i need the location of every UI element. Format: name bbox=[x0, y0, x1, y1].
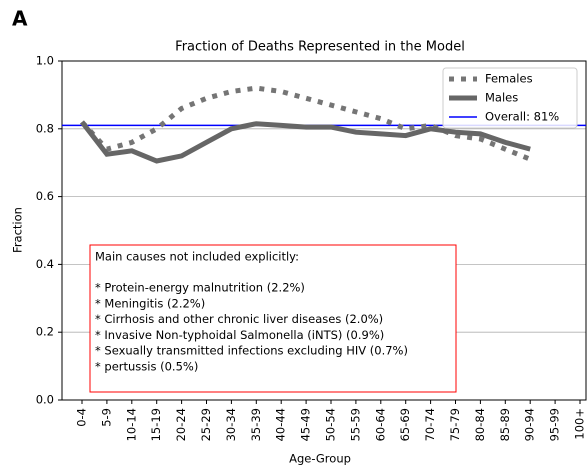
x-tick-label: 0-4 bbox=[75, 408, 89, 427]
series-line bbox=[80, 120, 531, 164]
annotation-line: * Sexually transmitted infections exclud… bbox=[95, 344, 408, 358]
x-tick-label: 50-54 bbox=[324, 408, 338, 441]
y-axis-label: Fraction bbox=[11, 207, 25, 253]
x-tick-label: 85-89 bbox=[498, 408, 512, 441]
x-tick-label: 10-14 bbox=[124, 408, 138, 441]
x-axis-label: Age-Group bbox=[289, 452, 351, 466]
plot-frame bbox=[61, 60, 587, 401]
chart-title: Fraction of Deaths Represented in the Mo… bbox=[175, 40, 465, 55]
x-tick-label: 95-99 bbox=[548, 408, 562, 441]
annotation-box bbox=[89, 244, 457, 393]
x-tick-label: 75-79 bbox=[448, 408, 462, 441]
legend-label: Overall: 81% bbox=[485, 110, 559, 124]
x-tick-label: 25-29 bbox=[199, 408, 213, 441]
x-tick-label: 65-69 bbox=[398, 408, 412, 441]
annotation-line: * Protein-energy malnutrition (2.2%) bbox=[95, 281, 305, 295]
y-tick-label: 0.6 bbox=[36, 189, 54, 203]
x-tick-label: 5-9 bbox=[99, 408, 113, 427]
annotation-line: * Cirrhosis and other chronic liver dise… bbox=[95, 312, 383, 326]
annotation-line: * Meningitis (2.2%) bbox=[95, 296, 205, 310]
x-tick-label: 45-49 bbox=[299, 408, 313, 441]
y-tick-label: 1.0 bbox=[36, 54, 54, 68]
x-tick-label: 70-74 bbox=[423, 408, 437, 441]
x-tick-label: 55-59 bbox=[348, 408, 362, 441]
y-tick-label: 0.2 bbox=[36, 325, 54, 339]
annotation-title: Main causes not included explicitly: bbox=[95, 250, 299, 264]
annotation-line: * Invasive Non-typhoidal Salmonella (iNT… bbox=[95, 328, 384, 342]
x-tick-label: 90-94 bbox=[523, 408, 537, 441]
annotation-line: * pertussis (0.5%) bbox=[95, 360, 198, 374]
legend-label: Males bbox=[485, 91, 518, 105]
y-tick-label: 0.4 bbox=[36, 257, 54, 271]
x-tick-label: 15-19 bbox=[149, 408, 163, 441]
x-tick-label: 35-39 bbox=[249, 408, 263, 441]
x-tick-label: 60-64 bbox=[373, 408, 387, 441]
x-tick-label: 20-24 bbox=[174, 408, 188, 441]
x-tick-label: 80-84 bbox=[473, 408, 487, 441]
x-tick-label: 100+ bbox=[573, 408, 587, 440]
x-tick-label: 40-44 bbox=[274, 408, 288, 441]
panel-label: A bbox=[12, 7, 28, 31]
y-tick-label: 0.0 bbox=[36, 393, 54, 407]
x-tick-label: 30-34 bbox=[224, 408, 238, 441]
y-tick-label: 0.8 bbox=[36, 121, 54, 135]
legend-label: Females bbox=[485, 72, 533, 86]
legend-box bbox=[442, 67, 578, 129]
series-line bbox=[80, 85, 532, 162]
